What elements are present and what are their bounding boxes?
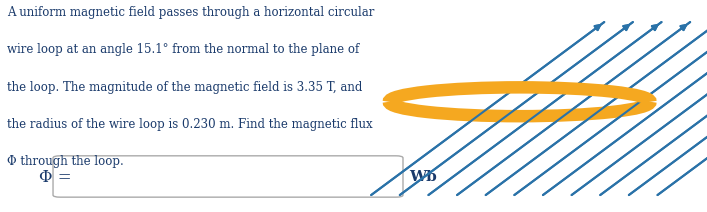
Text: the loop. The magnitude of the magnetic field is 3.35 T, and: the loop. The magnitude of the magnetic … (7, 81, 363, 93)
Text: the radius of the wire loop is 0.230 m. Find the magnetic flux: the radius of the wire loop is 0.230 m. … (7, 118, 373, 131)
Text: Φ through the loop.: Φ through the loop. (7, 155, 124, 168)
Text: wire loop at an angle 15.1° from the normal to the plane of: wire loop at an angle 15.1° from the nor… (7, 43, 359, 56)
Text: A uniform magnetic field passes through a horizontal circular: A uniform magnetic field passes through … (7, 6, 375, 19)
FancyBboxPatch shape (53, 156, 403, 197)
Text: Wb: Wb (409, 170, 436, 184)
Text: Φ =: Φ = (39, 169, 71, 186)
